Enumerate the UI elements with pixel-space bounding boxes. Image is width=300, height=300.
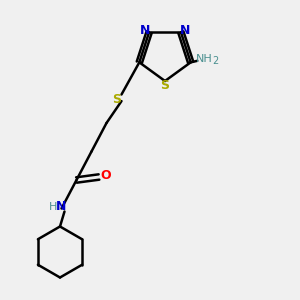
Text: S: S — [112, 93, 122, 106]
Text: N: N — [56, 200, 67, 214]
Text: H: H — [49, 202, 57, 212]
Text: N: N — [180, 24, 190, 37]
Text: S: S — [160, 79, 169, 92]
Text: NH: NH — [196, 54, 213, 64]
Text: N: N — [140, 24, 150, 37]
Text: O: O — [100, 169, 111, 182]
Text: 2: 2 — [212, 56, 219, 66]
